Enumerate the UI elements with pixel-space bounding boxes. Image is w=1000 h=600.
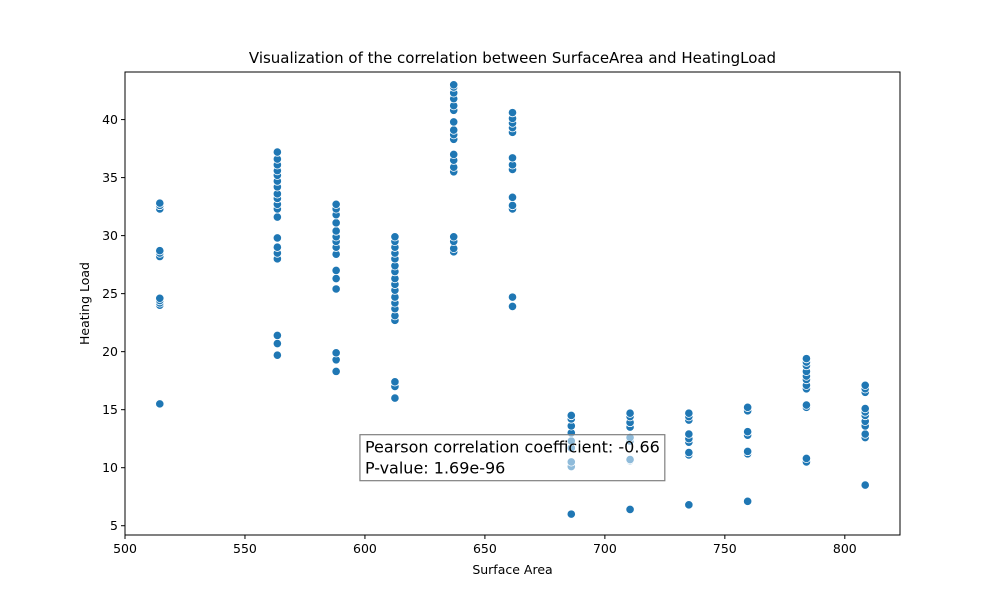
data-point: [449, 80, 459, 90]
data-point: [390, 393, 400, 403]
x-tick-label: 750: [713, 541, 737, 556]
y-tick-label: 25: [102, 286, 118, 301]
data-point: [390, 377, 400, 387]
data-point: [507, 192, 518, 202]
data-point: [155, 293, 165, 303]
data-point: [155, 198, 165, 208]
data-point: [331, 199, 341, 209]
data-point: [684, 448, 694, 458]
chart-title: Visualization of the correlation between…: [249, 49, 776, 67]
data-point: [684, 429, 694, 439]
data-point: [390, 232, 400, 242]
data-point: [801, 354, 812, 364]
data-point: [684, 500, 694, 510]
data-point: [331, 273, 341, 284]
data-point: [743, 496, 753, 506]
y-tick-label: 20: [102, 344, 118, 359]
x-axis-label: Surface Area: [472, 562, 552, 577]
data-points: [155, 80, 870, 519]
x-tick-label: 650: [473, 541, 497, 556]
data-point: [331, 348, 341, 358]
data-point: [449, 149, 459, 159]
y-tick-label: 10: [102, 460, 118, 475]
y-axis-label: Heating Load: [77, 262, 92, 345]
data-point: [507, 301, 518, 312]
data-point: [272, 147, 282, 157]
data-point: [860, 429, 870, 439]
y-tick-label: 5: [110, 518, 118, 533]
plot-frame: [124, 71, 901, 536]
y-tick-label: 40: [102, 112, 118, 127]
y-tick-label: 30: [102, 228, 118, 243]
data-point: [684, 408, 694, 418]
x-tick-label: 700: [593, 541, 617, 556]
data-point: [272, 350, 282, 360]
data-point: [566, 410, 576, 421]
data-point: [743, 402, 753, 412]
data-point: [155, 246, 165, 256]
data-point: [272, 338, 282, 349]
data-point: [860, 403, 870, 414]
x-axis-ticks: 500 550 600 650 700 750 800: [113, 535, 857, 556]
annotation-correlation-text: Pearson correlation coefficient: -0.66: [365, 438, 660, 457]
data-point: [272, 212, 282, 222]
data-point: [625, 504, 635, 515]
data-point: [507, 292, 518, 302]
data-point: [625, 408, 635, 418]
y-tick-label: 35: [102, 170, 118, 185]
data-point: [155, 399, 165, 409]
y-axis-ticks: 5 10 15 20 25 30 35 40: [102, 112, 125, 533]
data-point: [272, 330, 282, 341]
x-tick-label: 600: [353, 541, 377, 556]
data-point: [449, 125, 459, 135]
annotation-frame: [359, 434, 666, 482]
data-point: [331, 366, 341, 376]
data-point: [507, 200, 518, 211]
data-point: [331, 226, 341, 236]
data-point: [801, 453, 812, 464]
data-point: [801, 400, 812, 410]
data-point: [566, 509, 576, 519]
data-point: [272, 242, 282, 252]
x-tick-label: 500: [113, 541, 137, 556]
data-point: [272, 233, 282, 243]
data-point: [743, 446, 753, 457]
data-point: [860, 380, 870, 390]
data-point: [743, 427, 753, 437]
annotation-pvalue-text: P-value: 1.69e-96: [365, 459, 505, 478]
data-point: [449, 232, 459, 242]
y-tick-label: 15: [102, 402, 118, 417]
data-point: [507, 153, 518, 163]
data-point: [331, 265, 341, 276]
data-point: [507, 108, 518, 118]
x-tick-label: 800: [833, 541, 857, 556]
data-point: [449, 117, 459, 127]
data-point: [331, 284, 341, 294]
annotation-box: Pearson correlation coefficient: -0.66 P…: [359, 434, 666, 482]
data-point: [860, 480, 870, 490]
data-point: [331, 218, 341, 228]
x-tick-label: 550: [233, 541, 257, 556]
